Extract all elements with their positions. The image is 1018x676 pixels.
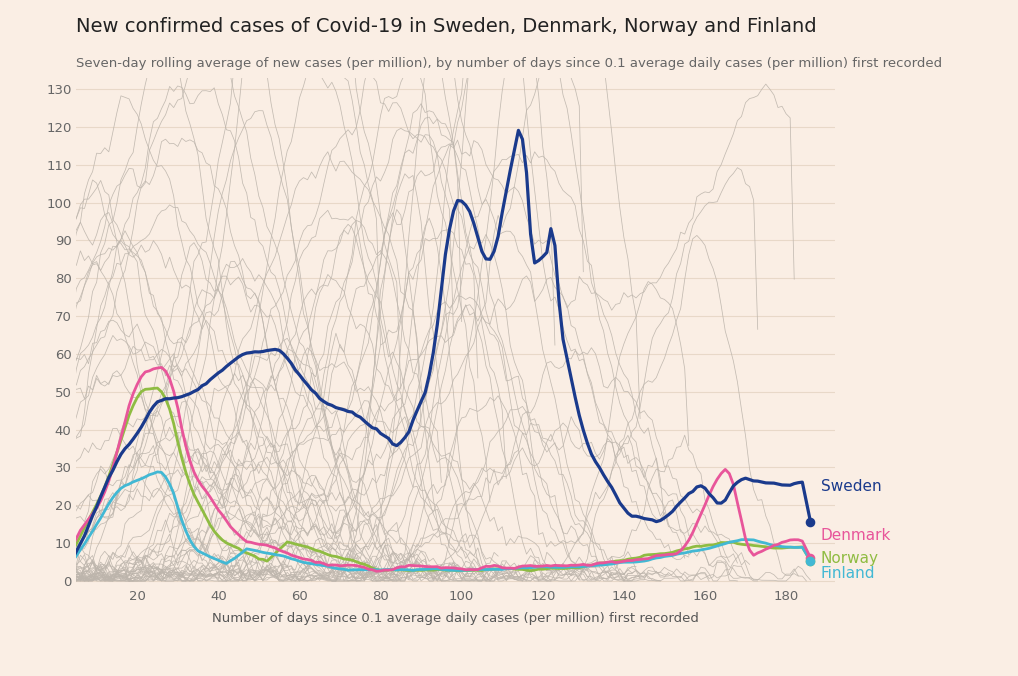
Text: New confirmed cases of Covid-19 in Sweden, Denmark, Norway and Finland: New confirmed cases of Covid-19 in Swede… [76,17,817,36]
Text: Denmark: Denmark [821,528,891,543]
Text: Sweden: Sweden [821,479,882,494]
Point [802,555,818,566]
Point [802,552,818,563]
Point [802,516,818,527]
Text: Seven-day rolling average of new cases (per million), by number of days since 0.: Seven-day rolling average of new cases (… [76,57,943,70]
X-axis label: Number of days since 0.1 average daily cases (per million) first recorded: Number of days since 0.1 average daily c… [212,612,699,625]
Text: Finland: Finland [821,566,875,581]
Text: Norway: Norway [821,551,879,566]
Point [802,556,818,566]
